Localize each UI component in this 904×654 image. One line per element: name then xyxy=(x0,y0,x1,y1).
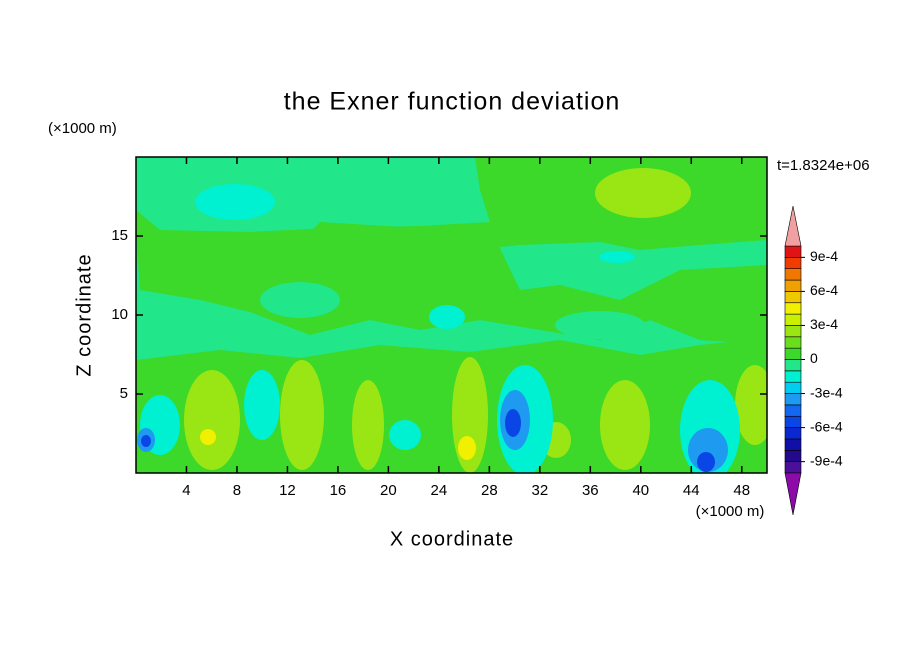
field-region xyxy=(735,365,767,445)
y-unit: (×1000 m) xyxy=(48,120,117,137)
annotation: t=1.8324e+06 xyxy=(777,157,870,174)
field-region xyxy=(555,311,645,339)
colorbar-box xyxy=(784,313,802,326)
colorbar-box xyxy=(784,438,802,451)
field-region xyxy=(280,360,324,470)
colorbar-tick-label: 3e-4 xyxy=(810,316,838,332)
chart-title: the Exner function deviation xyxy=(284,88,621,116)
x-tick-label: 44 xyxy=(683,482,700,499)
x-tick-label: 36 xyxy=(582,482,599,499)
field-region xyxy=(141,435,151,447)
colorbar-box xyxy=(784,302,802,315)
field-region xyxy=(697,452,715,472)
colorbar-box xyxy=(784,449,802,462)
colorbar-box xyxy=(784,370,802,383)
field-region xyxy=(195,184,275,220)
colorbar-tick-label: 0 xyxy=(810,350,818,366)
colorbar-tick-label: -9e-4 xyxy=(810,452,843,468)
x-tick-label: 32 xyxy=(531,482,548,499)
field-region xyxy=(595,168,691,218)
colorbar-box xyxy=(784,393,802,406)
field-region xyxy=(244,370,280,440)
colorbar-box xyxy=(784,415,802,428)
colorbar-box xyxy=(784,325,802,338)
x-axis-label: X coordinate xyxy=(390,528,514,550)
x-tick-label: 20 xyxy=(380,482,397,499)
colorbar-box xyxy=(784,404,802,417)
colorbar-box xyxy=(784,381,802,394)
y-tick-label: 15 xyxy=(111,227,128,244)
colorbar-box xyxy=(784,359,802,372)
x-tick-label: 12 xyxy=(279,482,296,499)
colorbar-tick-label: -3e-4 xyxy=(810,384,843,400)
field-region xyxy=(200,429,216,445)
colorbar-under xyxy=(784,472,802,516)
colorbar-box xyxy=(784,257,802,270)
field-region xyxy=(458,436,476,460)
y-axis-label: Z coordinate xyxy=(73,253,95,376)
colorbar-over xyxy=(784,205,802,247)
field-region xyxy=(429,305,465,329)
y-tick-label: 10 xyxy=(111,306,128,323)
colorbar-tick-label: 9e-4 xyxy=(810,248,838,264)
x-tick-label: 48 xyxy=(733,482,750,499)
field-region xyxy=(505,409,521,437)
colorbar-tick-label: -6e-4 xyxy=(810,418,843,434)
field-region xyxy=(260,282,340,318)
x-tick-label: 8 xyxy=(233,482,241,499)
field-region xyxy=(352,380,384,470)
field xyxy=(136,157,767,473)
colorbar-box xyxy=(784,291,802,304)
colorbar-box xyxy=(784,347,802,360)
x-tick-label: 16 xyxy=(330,482,347,499)
field-region xyxy=(600,380,650,470)
field-region xyxy=(599,251,635,263)
colorbar-box xyxy=(784,245,802,258)
colorbar-box xyxy=(784,336,802,349)
colorbar-tick-label: 6e-4 xyxy=(810,282,838,298)
colorbar-box xyxy=(784,427,802,440)
field-region xyxy=(389,420,421,450)
x-tick-label: 40 xyxy=(632,482,649,499)
colorbar-box xyxy=(784,268,802,281)
x-tick-label: 24 xyxy=(431,482,448,499)
field-region xyxy=(184,370,240,470)
colorbar-box xyxy=(784,461,802,474)
x-unit: (×1000 m) xyxy=(696,503,765,520)
colorbar-box xyxy=(784,279,802,292)
x-tick-label: 28 xyxy=(481,482,498,499)
y-tick-label: 5 xyxy=(120,385,128,402)
x-tick-label: 4 xyxy=(182,482,190,499)
